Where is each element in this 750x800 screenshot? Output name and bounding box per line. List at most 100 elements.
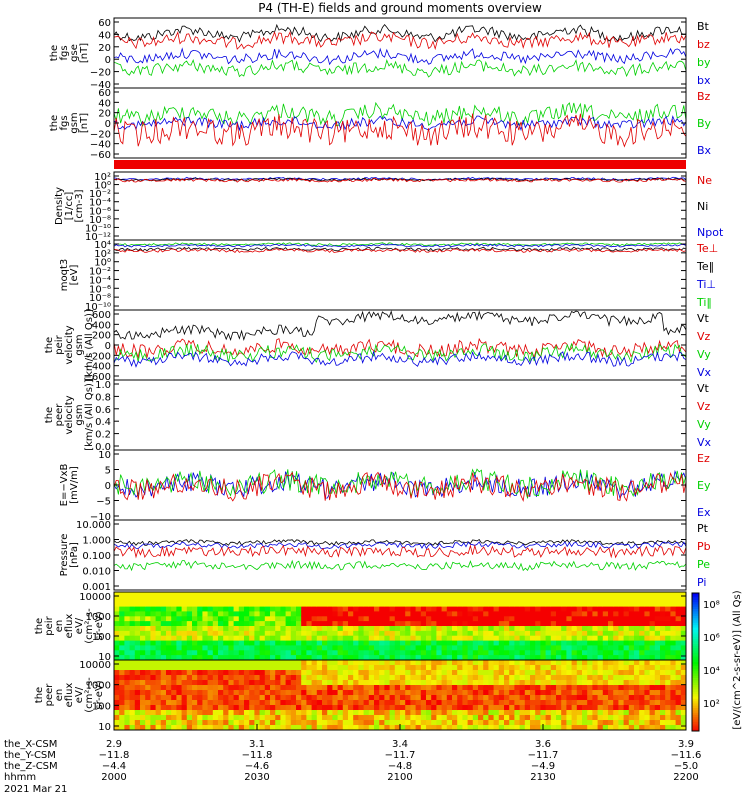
spectrogram-cell	[550, 621, 557, 627]
spectrogram-cell	[353, 640, 359, 646]
spectrogram-cell	[270, 626, 276, 632]
spectrogram-cell	[238, 592, 245, 598]
spectrogram-cell	[114, 630, 120, 637]
spectrogram-cell	[171, 680, 177, 686]
spectrogram-cell	[446, 592, 453, 598]
spectrogram-cell	[306, 700, 313, 706]
spectrogram-cell	[582, 725, 588, 731]
spectrogram-cell	[400, 645, 406, 651]
spectrogram-cell	[623, 596, 630, 603]
spectrogram-cell	[530, 700, 536, 706]
spectrogram-cell	[431, 665, 437, 671]
spectrogram-cell	[587, 635, 593, 642]
y-axis-label: E=−VxB	[59, 464, 70, 507]
spectrogram-cell	[233, 606, 240, 612]
spectrogram-cell	[363, 710, 370, 716]
spectrogram-cell	[394, 665, 401, 671]
spectrogram-cell	[457, 690, 463, 696]
spectrogram-cell	[680, 725, 687, 731]
spectrogram-cell	[290, 596, 297, 603]
spectrogram-cell	[124, 621, 131, 627]
spectrogram-cell	[410, 601, 417, 608]
spectrogram-cell	[613, 715, 619, 721]
spectrogram-cell	[478, 695, 484, 701]
spectrogram-cell	[530, 720, 536, 726]
spectrogram-cell	[639, 592, 645, 598]
spectrogram-cell	[212, 630, 219, 637]
spectrogram-cell	[197, 675, 203, 681]
colorbar-frame	[691, 592, 700, 732]
spectrogram-cell	[524, 596, 531, 603]
spectrogram-cell	[478, 670, 484, 676]
spectrogram-cell	[316, 621, 323, 627]
spectrogram-cell	[597, 690, 604, 696]
spectrogram-cell	[316, 705, 323, 711]
spectrogram-cell	[389, 710, 396, 716]
spectrogram-cell	[457, 601, 463, 608]
spectrogram-cell	[337, 640, 344, 646]
spectrogram-cell	[379, 596, 385, 603]
spectrogram-cell	[218, 715, 224, 721]
spectrogram-cell	[160, 655, 167, 661]
spectrogram-cell	[426, 592, 432, 598]
spectrogram-cell	[634, 720, 640, 726]
spectrogram-cell	[665, 635, 671, 642]
spectrogram-cell	[592, 660, 599, 666]
spectrogram-cell	[348, 616, 354, 622]
spectrogram-cell	[134, 640, 141, 646]
spectrogram-cell	[228, 665, 235, 671]
spectrogram-cell	[342, 665, 349, 671]
spectrogram-cell	[363, 611, 370, 617]
y-tick-label: 100	[92, 632, 111, 643]
spectrogram-cell	[514, 655, 521, 661]
spectrogram-cell	[150, 660, 157, 666]
spectrogram-cell	[566, 596, 573, 603]
spectrogram-cell	[150, 650, 157, 656]
spectrogram-cell	[405, 611, 411, 617]
spectrogram-cell	[155, 685, 162, 691]
spectrogram-cell	[405, 705, 411, 711]
colorbar-cell	[692, 609, 699, 612]
spectrogram-cell	[207, 725, 214, 731]
spectrogram-cell	[623, 621, 630, 627]
spectrogram-cell	[452, 626, 458, 632]
spectrogram-cell	[587, 596, 593, 603]
spectrogram-cell	[680, 685, 687, 691]
spectrogram-cell	[384, 626, 391, 632]
spectrogram-cell	[192, 660, 198, 666]
spectrogram-cell	[400, 720, 406, 726]
spectrogram-cell	[431, 710, 437, 716]
spectrogram-cell	[426, 700, 432, 706]
spectrogram-cell	[275, 690, 281, 696]
spectrogram-cell	[384, 650, 391, 656]
y-tick-label: −40	[90, 140, 111, 151]
spectrogram-cell	[166, 645, 172, 651]
spectrogram-cell	[587, 670, 593, 676]
spectrogram-cell	[545, 705, 552, 711]
spectrogram-cell	[374, 616, 380, 622]
spectrogram-cell	[296, 650, 302, 656]
spectrogram-cell	[197, 655, 203, 661]
spectrogram-cell	[415, 685, 422, 691]
spectrogram-cell	[654, 606, 661, 612]
spectrogram-cell	[301, 715, 307, 721]
y-axis-label: peer	[44, 683, 55, 707]
spectrogram-cell	[348, 601, 354, 608]
series-line-red	[113, 113, 687, 148]
spectrogram-cell	[530, 665, 536, 671]
spectrogram-cell	[337, 695, 344, 701]
spectrogram-cell	[181, 705, 188, 711]
spectrogram-cell	[306, 685, 313, 691]
spectrogram-cell	[244, 616, 250, 622]
spectrogram-cell	[374, 710, 380, 716]
spectrogram-cell	[467, 660, 474, 666]
spectrogram-cell	[665, 640, 671, 646]
spectrogram-cell	[394, 616, 401, 622]
spectrogram-cell	[556, 670, 562, 676]
spectrogram-cell	[171, 630, 177, 637]
spectrogram-cell	[327, 621, 333, 627]
spectrogram-cell	[405, 660, 411, 666]
spectrogram-cell	[644, 626, 651, 632]
spectrogram-cell	[259, 645, 266, 651]
spectrogram-cell	[457, 685, 463, 691]
